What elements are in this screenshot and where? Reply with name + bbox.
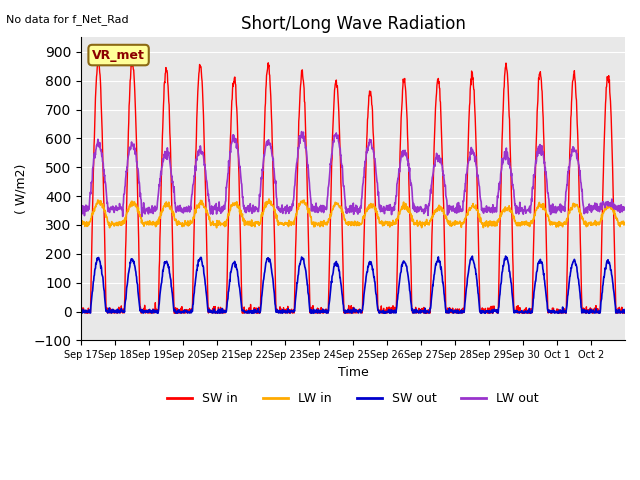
Line: SW out: SW out: [81, 256, 625, 313]
Text: No data for f_Net_Rad: No data for f_Net_Rad: [6, 14, 129, 25]
SW out: [77, 308, 85, 314]
Legend: SW in, LW in, SW out, LW out: SW in, LW in, SW out, LW out: [163, 387, 544, 410]
LW out: [615, 208, 623, 214]
LW in: [330, 206, 337, 212]
SW out: [562, 308, 570, 314]
SW out: [615, 310, 623, 315]
SW out: [621, 307, 629, 312]
SW in: [340, 287, 348, 292]
Title: Short/Long Wave Radiation: Short/Long Wave Radiation: [241, 15, 465, 33]
LW out: [340, 183, 348, 189]
LW in: [212, 225, 220, 231]
X-axis label: Time: Time: [338, 366, 369, 379]
LW in: [615, 222, 623, 228]
LW out: [621, 204, 629, 210]
Line: SW in: SW in: [81, 59, 625, 313]
SW out: [163, 258, 170, 264]
SW out: [339, 301, 347, 307]
Y-axis label: ( W/m2): ( W/m2): [15, 164, 28, 214]
LW out: [330, 139, 337, 145]
SW in: [330, 119, 337, 125]
LW out: [138, 214, 146, 219]
LW in: [482, 221, 490, 227]
SW out: [79, 310, 86, 316]
LW in: [562, 220, 570, 226]
SW out: [481, 310, 489, 316]
LW out: [298, 129, 305, 134]
LW out: [482, 206, 490, 212]
SW in: [482, 309, 490, 315]
SW in: [621, 310, 629, 316]
SW in: [82, 310, 90, 316]
SW in: [94, 56, 102, 61]
SW out: [502, 253, 509, 259]
LW out: [562, 198, 570, 204]
LW in: [265, 196, 273, 202]
LW in: [340, 212, 348, 218]
LW in: [163, 199, 170, 205]
Line: LW in: LW in: [81, 199, 625, 228]
Line: LW out: LW out: [81, 132, 625, 216]
LW in: [77, 220, 85, 226]
LW out: [77, 204, 85, 210]
SW in: [163, 68, 171, 73]
SW in: [77, 308, 85, 313]
Text: VR_met: VR_met: [92, 48, 145, 61]
LW in: [621, 220, 629, 226]
SW in: [562, 310, 570, 316]
SW out: [329, 272, 337, 277]
SW in: [615, 307, 623, 313]
LW out: [163, 149, 170, 155]
